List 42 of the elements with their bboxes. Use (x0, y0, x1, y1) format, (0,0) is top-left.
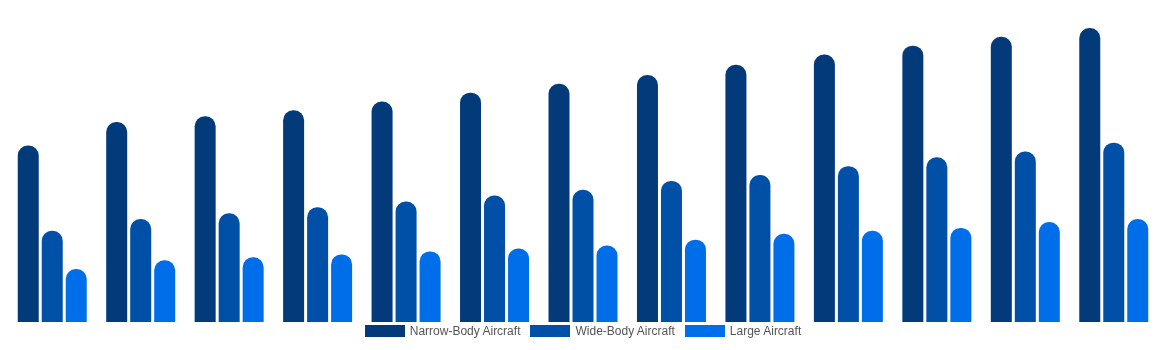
legend-label: Narrow-Body Aircraft (409, 324, 521, 338)
bar (837, 166, 859, 322)
bar (154, 260, 176, 322)
bar (65, 269, 87, 322)
bar (636, 75, 658, 322)
bar (371, 101, 393, 322)
bar (484, 195, 506, 322)
bar (990, 36, 1012, 322)
bar (460, 92, 482, 322)
bar (17, 145, 39, 322)
bar (950, 227, 972, 322)
bar (283, 110, 305, 322)
bar (1103, 142, 1125, 322)
bar (725, 64, 747, 322)
bar (130, 219, 152, 322)
bar (572, 189, 594, 322)
bar (194, 116, 216, 322)
bar (419, 251, 441, 322)
bar (902, 45, 924, 322)
bar (548, 83, 570, 322)
bar (1038, 222, 1060, 322)
bar (41, 230, 63, 322)
bar (1127, 219, 1149, 322)
bar (596, 245, 618, 322)
bar (307, 207, 329, 322)
legend-label: Wide-Body Aircraft (575, 324, 675, 338)
bar (684, 239, 706, 322)
bar (773, 233, 795, 322)
legend-label: Large Aircraft (729, 324, 802, 338)
bar (1014, 151, 1036, 322)
bar (218, 213, 240, 322)
bar (926, 157, 948, 322)
bar (660, 180, 682, 322)
bar (861, 230, 883, 322)
bar (331, 254, 353, 322)
bar (106, 122, 128, 322)
bar (1079, 28, 1101, 322)
bar (242, 257, 264, 322)
bar (813, 54, 835, 322)
bar (749, 175, 771, 322)
bar (508, 248, 530, 322)
bar (395, 201, 417, 322)
